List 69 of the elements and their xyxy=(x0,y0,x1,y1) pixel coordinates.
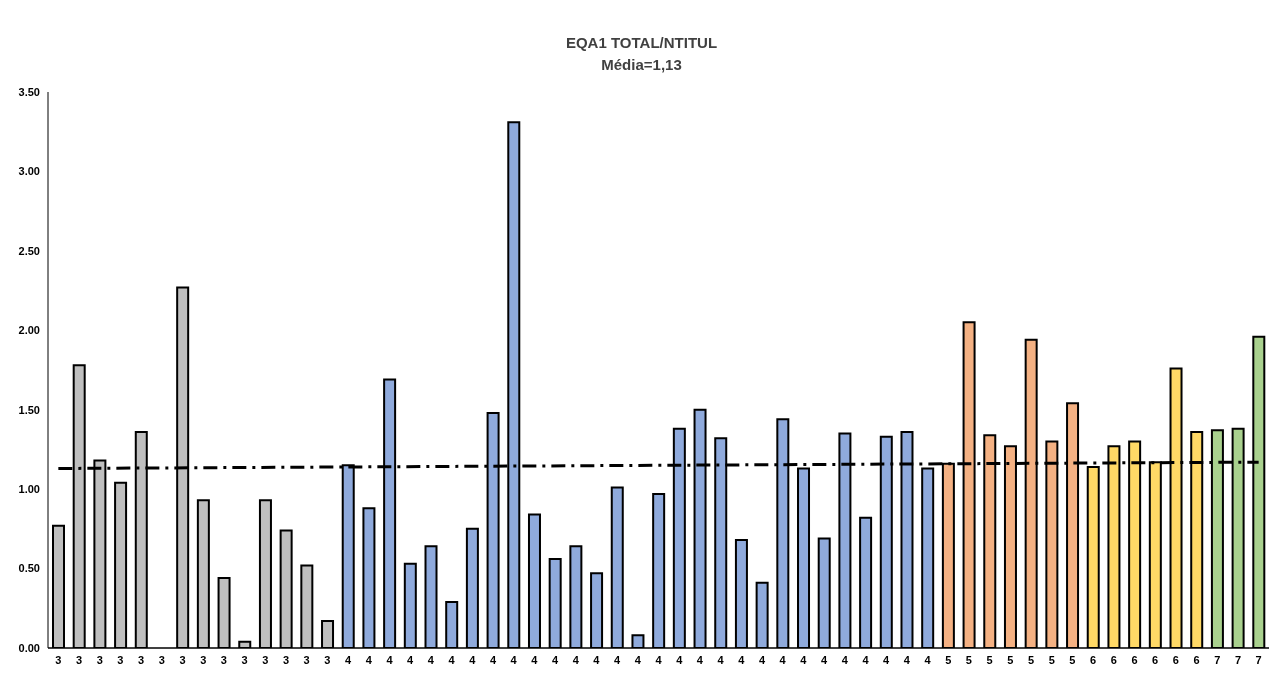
x-tick-label: 3 xyxy=(324,653,331,666)
x-tick-label: 3 xyxy=(179,653,186,666)
x-tick-label: 5 xyxy=(945,653,952,666)
x-tick-label: 4 xyxy=(448,653,456,666)
y-tick-label: 0.00 xyxy=(18,641,40,654)
y-tick-label: 0.50 xyxy=(18,562,40,575)
x-tick-label: 3 xyxy=(55,653,62,666)
y-tick-label: 1.50 xyxy=(18,403,40,416)
x-tick-label: 4 xyxy=(593,653,601,666)
x-tick-label: 3 xyxy=(138,653,145,666)
x-tick-label: 3 xyxy=(117,653,124,666)
x-tick-label: 4 xyxy=(924,653,932,666)
x-tick-label: 4 xyxy=(758,653,766,666)
x-tick-label: 4 xyxy=(531,653,539,666)
x-tick-label: 5 xyxy=(1027,653,1035,666)
x-tick-label: 7 xyxy=(1214,653,1221,666)
x-tick-label: 4 xyxy=(821,653,828,666)
x-tick-label: 4 xyxy=(779,653,787,666)
x-tick-label: 5 xyxy=(965,653,972,666)
x-tick-label: 4 xyxy=(427,653,435,666)
y-tick-label: 3.00 xyxy=(18,165,40,178)
x-tick-label: 4 xyxy=(386,653,394,666)
x-tick-label: 4 xyxy=(655,653,663,666)
y-tick-label: 2.50 xyxy=(18,244,40,257)
x-tick-label: 3 xyxy=(262,653,269,666)
x-tick-label: 3 xyxy=(96,653,103,666)
x-tick-label: 4 xyxy=(634,653,642,666)
x-tick-label: 3 xyxy=(241,653,248,666)
x-tick-label: 7 xyxy=(1255,653,1262,666)
x-tick-label: 4 xyxy=(717,653,725,666)
x-tick-label: 4 xyxy=(345,653,353,666)
x-tick-label: 4 xyxy=(572,653,580,666)
x-tick-label: 4 xyxy=(676,653,684,666)
x-tick-label: 3 xyxy=(282,653,290,666)
x-tick-label: 4 xyxy=(903,653,911,666)
y-tick-label: 1.00 xyxy=(18,483,40,496)
x-tick-label: 3 xyxy=(200,653,207,666)
x-tick-label: 3 xyxy=(303,653,310,666)
x-tick-label: 4 xyxy=(614,653,622,666)
x-tick-label: 4 xyxy=(489,653,497,666)
x-tick-label: 3 xyxy=(220,653,227,666)
x-tick-label: 4 xyxy=(365,653,373,666)
x-tick-label: 4 xyxy=(841,653,849,666)
x-tick-label: 6 xyxy=(1172,653,1179,666)
y-tick-label: 3.50 xyxy=(18,85,40,98)
x-tick-label: 4 xyxy=(862,653,870,666)
x-tick-label: 5 xyxy=(1069,653,1076,666)
x-tick-label: 4 xyxy=(800,653,808,666)
x-tick-label: 3 xyxy=(158,653,165,666)
x-tick-label: 6 xyxy=(1152,653,1159,666)
x-tick-label: 3 xyxy=(75,653,83,666)
x-tick-label: 4 xyxy=(510,653,518,666)
chart-subtitle: Média=1,13 xyxy=(600,55,683,75)
x-tick-label: 4 xyxy=(738,653,746,666)
x-tick-label: 6 xyxy=(1193,653,1200,666)
x-tick-label: 5 xyxy=(986,653,993,666)
x-tick-label: 6 xyxy=(1131,653,1138,666)
x-tick-label: 4 xyxy=(551,653,559,666)
chart-title: EQA1 TOTAL/NTITUL xyxy=(564,33,719,53)
x-tick-label: 7 xyxy=(1234,653,1242,666)
x-tick-label: 4 xyxy=(469,653,477,666)
x-tick-label: 4 xyxy=(407,653,415,666)
x-tick-label: 4 xyxy=(883,653,891,666)
x-tick-label: 5 xyxy=(1048,653,1055,666)
x-tick-label: 6 xyxy=(1090,653,1097,666)
x-tick-label: 6 xyxy=(1110,653,1117,666)
y-tick-label: 2.00 xyxy=(18,324,40,337)
x-tick-label: 5 xyxy=(1007,653,1014,666)
x-tick-label: 4 xyxy=(696,653,704,666)
